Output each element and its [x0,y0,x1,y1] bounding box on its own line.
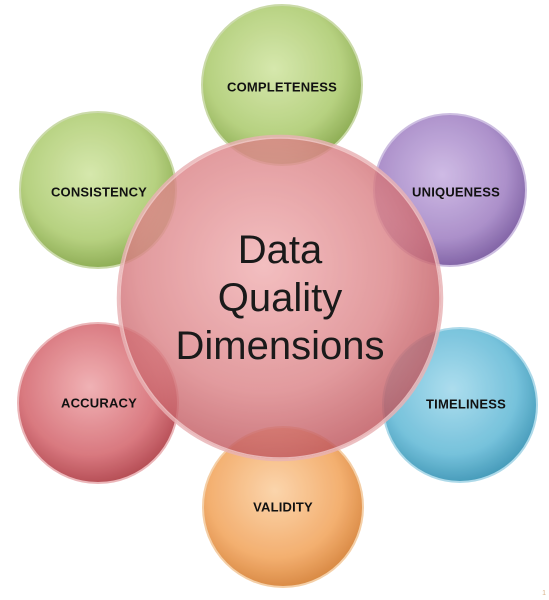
uniqueness-label: UNIQUENESS [412,184,500,200]
completeness-label: COMPLETENESS [226,79,338,95]
validity-label: VALIDITY [253,499,313,515]
center-title-line-3: Dimensions [175,324,385,368]
consistency-label: CONSISTENCY [50,184,148,200]
page-number: 1 [542,590,546,597]
accuracy-label: ACCURACY [61,395,137,411]
center-title-line-2: Quality [217,276,343,320]
center-title-line-1: Data [237,228,323,272]
timeliness-label: TIMELINESS [425,396,507,412]
center-circle-rim [119,137,441,459]
center-title: Data Quality Dimensions [176,226,385,370]
center-circle [116,134,444,462]
